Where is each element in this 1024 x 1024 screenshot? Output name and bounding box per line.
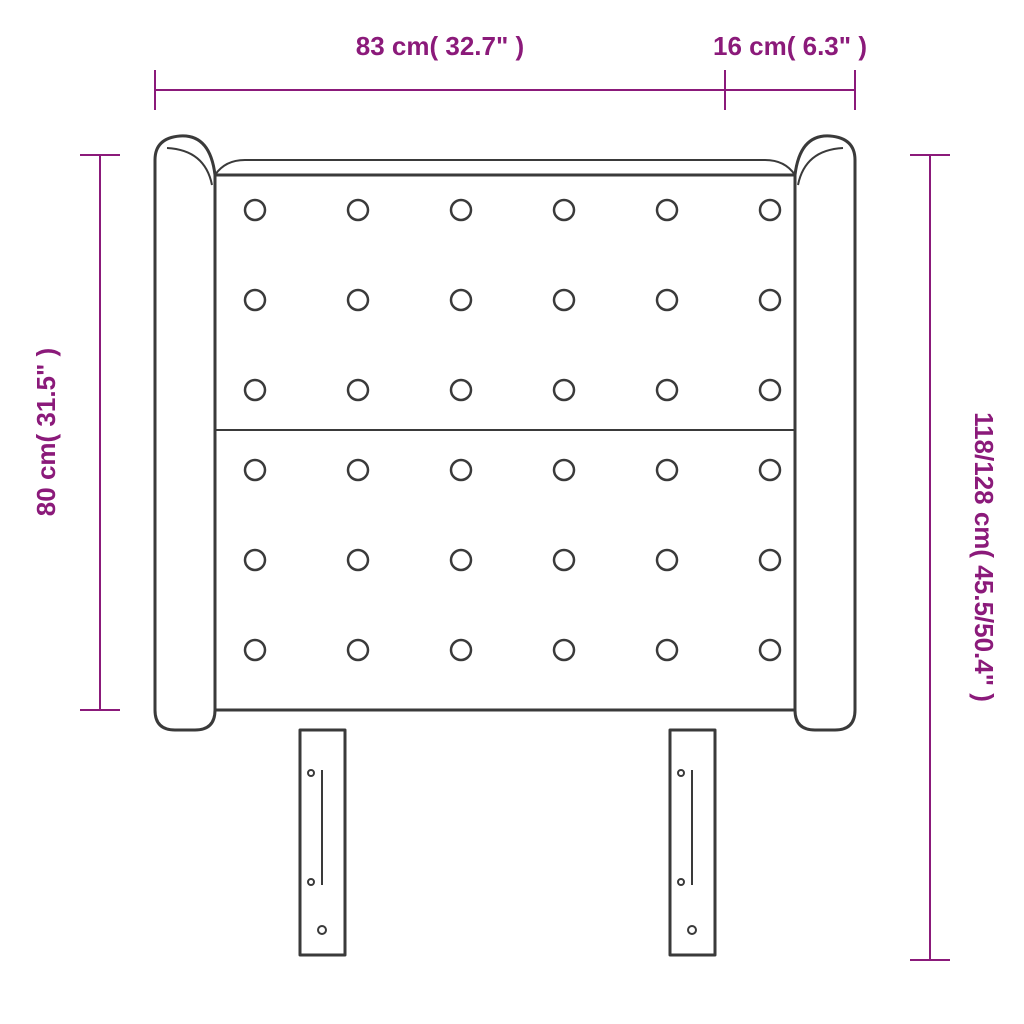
tuft-button (760, 290, 780, 310)
top-back-edge (215, 160, 795, 175)
side-wing-right (795, 136, 855, 730)
center-panel (215, 175, 795, 710)
tuft-button (554, 460, 574, 480)
tuft-button (554, 550, 574, 570)
tuft-button (760, 200, 780, 220)
tuft-button (245, 550, 265, 570)
dim-left-height: 80 cm( 31.5" ) (31, 155, 120, 710)
side-wing-left-seam (167, 148, 212, 185)
tuft-button (554, 200, 574, 220)
tuft-button (245, 290, 265, 310)
dim-top-width-label: 83 cm( 32.7" ) (356, 31, 524, 61)
tuft-button (657, 640, 677, 660)
dim-top-width: 83 cm( 32.7" ) (155, 31, 725, 110)
tuft-button (451, 640, 471, 660)
dim-right-height: 118/128 cm( 45.5/50.4" ) (910, 155, 999, 960)
tuft-button (657, 380, 677, 400)
dim-left-height-label: 80 cm( 31.5" ) (31, 348, 61, 516)
dim-right-height-label: 118/128 cm( 45.5/50.4" ) (969, 412, 999, 702)
tuft-button (451, 290, 471, 310)
tuft-button (348, 200, 368, 220)
tuft-button (348, 640, 368, 660)
tuft-button (348, 550, 368, 570)
tuft-button (451, 380, 471, 400)
tuft-button (348, 460, 368, 480)
tuft-button (760, 380, 780, 400)
tuft-button (657, 290, 677, 310)
tuft-button (657, 460, 677, 480)
tuft-button (348, 290, 368, 310)
side-wing-left (155, 136, 215, 730)
tuft-button (760, 640, 780, 660)
dimension-diagram: 83 cm( 32.7" ) 16 cm( 6.3" ) 80 cm( 31.5… (0, 0, 1024, 1024)
tuft-button (451, 200, 471, 220)
tuft-button (451, 460, 471, 480)
side-wing-right-seam (798, 148, 843, 185)
tuft-button (451, 550, 471, 570)
tuft-button (245, 380, 265, 400)
dim-top-depth-label: 16 cm( 6.3" ) (713, 31, 867, 61)
tuft-button (657, 550, 677, 570)
headboard (155, 136, 855, 955)
tuft-button (245, 200, 265, 220)
tuft-button (245, 640, 265, 660)
tuft-button (760, 550, 780, 570)
leg-right (670, 730, 715, 955)
leg-left (300, 730, 345, 955)
dim-top-depth: 16 cm( 6.3" ) (713, 31, 867, 110)
tuft-button (554, 380, 574, 400)
tuft-button (554, 640, 574, 660)
tuft-button (245, 460, 265, 480)
tuft-button (348, 380, 368, 400)
tuft-button (554, 290, 574, 310)
tuft-button (657, 200, 677, 220)
tuft-button (760, 460, 780, 480)
